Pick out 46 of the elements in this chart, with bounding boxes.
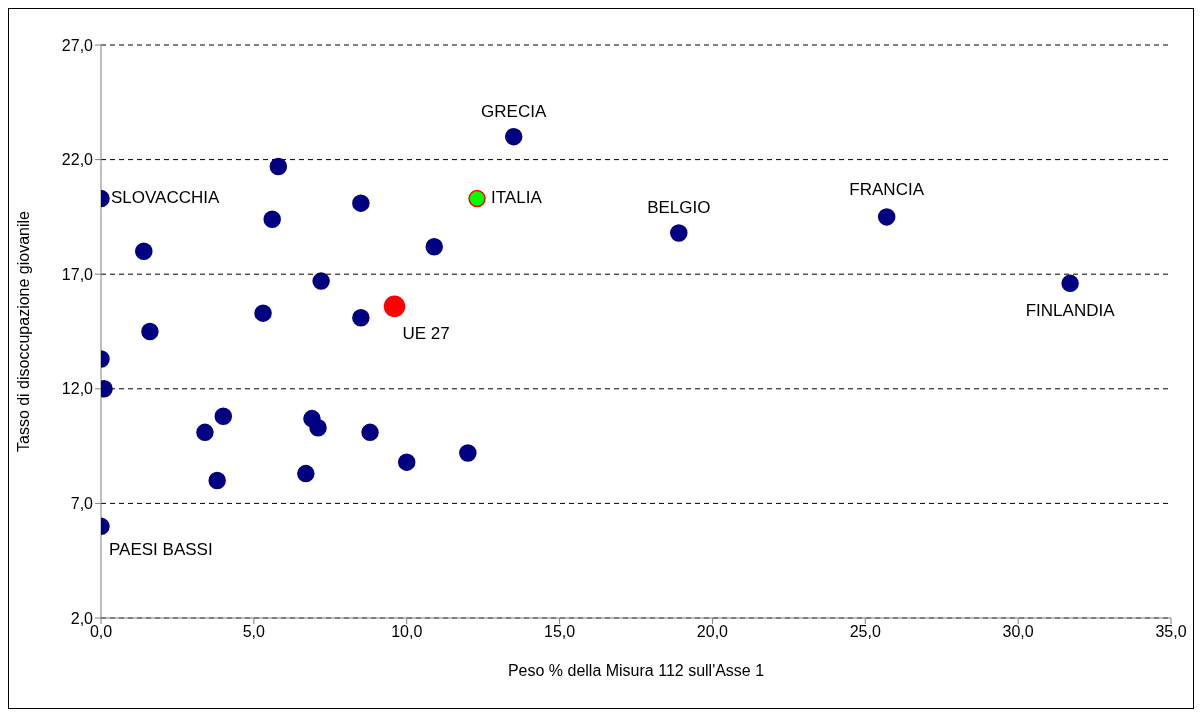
annotation: SLOVACCHIA (111, 188, 220, 208)
y-tick-label: 22,0 (61, 151, 94, 169)
x-tick-label: 20,0 (696, 623, 729, 641)
x-axis-title: Peso % della Misura 112 sull'Asse 1 (507, 662, 765, 679)
point (312, 272, 330, 290)
y-tick-label: 12,0 (61, 380, 94, 398)
annotation: BELGIO (647, 198, 711, 218)
annotation: FRANCIA (849, 180, 925, 200)
x-tick-label: 0,0 (89, 623, 113, 641)
point (263, 210, 281, 228)
x-tick-label: 15,0 (544, 623, 576, 641)
point (504, 127, 523, 146)
point (141, 322, 159, 341)
annotation: PAESI BASSI (109, 539, 213, 559)
x-tick-label: 10,0 (391, 623, 423, 641)
x-tick-label: 35,0 (1155, 623, 1187, 641)
point (196, 423, 214, 442)
point (269, 157, 288, 176)
point (459, 444, 477, 462)
point (425, 237, 443, 256)
y-tick-label: 7,0 (70, 495, 94, 513)
x-tick-label: 25,0 (849, 623, 881, 641)
point (1061, 274, 1079, 293)
point (214, 407, 233, 426)
y-axis-title: Tasso di disoccupazione giovanile (14, 210, 32, 453)
point (352, 309, 370, 327)
point (208, 471, 226, 490)
point (361, 423, 379, 442)
annotation: GRECIA (481, 102, 547, 122)
x-tick-label: 30,0 (1002, 623, 1034, 641)
point (352, 194, 370, 212)
point (877, 208, 896, 226)
point (468, 189, 486, 208)
annotation: ITALIA (491, 188, 543, 208)
point (309, 419, 327, 437)
point (135, 242, 153, 261)
y-tick-label: 27,0 (61, 36, 94, 54)
x-tick-label: 5,0 (242, 623, 266, 641)
annotation: FINLANDIA (1025, 300, 1116, 320)
point (670, 224, 688, 242)
annotation: UE 27 (402, 323, 450, 343)
point (254, 304, 272, 322)
point (297, 464, 315, 483)
y-tick-label: 17,0 (61, 265, 94, 283)
point (397, 453, 416, 471)
point (383, 295, 406, 318)
